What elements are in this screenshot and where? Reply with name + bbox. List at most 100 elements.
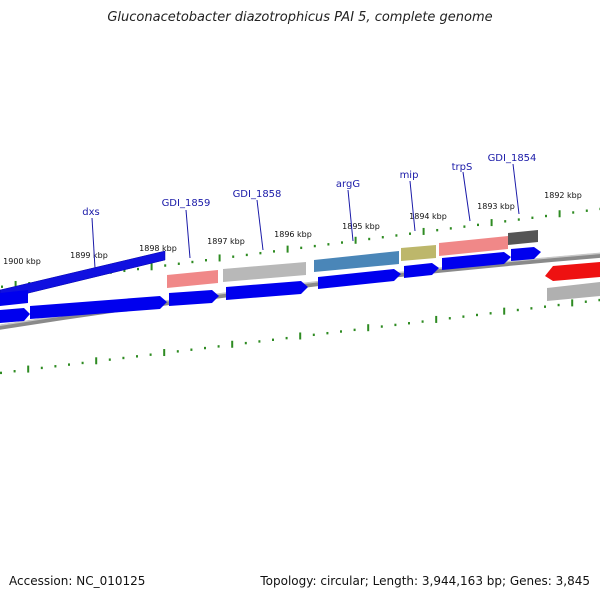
tick-minor bbox=[531, 216, 534, 219]
tick-minor bbox=[191, 260, 194, 264]
cds-arrow-1[interactable] bbox=[0, 308, 30, 323]
inner-tick-ring bbox=[0, 298, 600, 375]
tick-minor bbox=[285, 336, 288, 340]
tick-minor bbox=[557, 303, 560, 307]
tick-minor bbox=[395, 234, 398, 237]
cds-arrow-argg[interactable] bbox=[318, 269, 401, 289]
tick-major bbox=[27, 365, 30, 373]
tick-major bbox=[286, 245, 289, 253]
gene-label-dxs[interactable]: dxs bbox=[82, 207, 99, 218]
feature-trps-gene[interactable] bbox=[439, 236, 508, 256]
feature-argg-gene[interactable] bbox=[314, 251, 399, 272]
cds-arrow-dxs[interactable] bbox=[30, 296, 167, 319]
ruler-label: 1896 kbp bbox=[274, 230, 312, 239]
tick-minor bbox=[245, 253, 248, 257]
tick-minor bbox=[123, 269, 126, 273]
tick-minor bbox=[341, 241, 343, 244]
tick-minor bbox=[409, 232, 411, 235]
cds-arrow-left-edge[interactable] bbox=[0, 290, 28, 306]
feature-gdi1854-gene[interactable] bbox=[508, 230, 538, 245]
cds-arrow-mip[interactable] bbox=[404, 263, 439, 278]
tick-minor bbox=[164, 264, 167, 267]
ruler-label: 1899 kbp bbox=[70, 251, 108, 260]
tick-minor bbox=[54, 365, 57, 368]
tick-major bbox=[95, 357, 98, 365]
tick-major bbox=[231, 340, 234, 348]
tick-minor bbox=[217, 345, 220, 348]
ruler-label: 1898 kbp bbox=[139, 244, 177, 253]
tick-minor bbox=[108, 358, 111, 361]
tick-minor bbox=[489, 312, 492, 315]
feature-gray-right[interactable] bbox=[547, 282, 600, 301]
feature-row-bottom bbox=[0, 247, 541, 323]
ruler-label: 1897 kbp bbox=[207, 237, 245, 246]
tick-minor bbox=[476, 313, 478, 317]
tick-major bbox=[367, 324, 370, 332]
tick-minor bbox=[463, 225, 466, 228]
tick-minor bbox=[353, 328, 356, 332]
ruler-label: 1894 kbp bbox=[409, 212, 447, 221]
tick-minor bbox=[300, 246, 303, 250]
tick-minor bbox=[176, 350, 179, 353]
tick-minor bbox=[232, 255, 235, 258]
feature-gdi1859-gene[interactable] bbox=[167, 270, 218, 288]
accession-label: Accession: NC_010125 bbox=[9, 574, 146, 588]
tick-minor bbox=[81, 361, 84, 365]
tick-minor bbox=[477, 223, 479, 227]
tick-minor bbox=[516, 308, 519, 312]
tick-major bbox=[490, 219, 493, 227]
feature-mip-gene[interactable] bbox=[401, 245, 436, 261]
gene-label-gdi1859[interactable]: GDI_1859 bbox=[162, 198, 211, 209]
tick-minor bbox=[244, 341, 247, 345]
gene-label-gdi1854[interactable]: GDI_1854 bbox=[488, 153, 537, 164]
tick-minor bbox=[177, 262, 180, 265]
cds-arrow-gdi1854[interactable] bbox=[511, 247, 541, 261]
tick-major bbox=[218, 254, 221, 262]
topology-label: Topology: circular; Length: 3,944,163 bp… bbox=[260, 574, 590, 588]
tick-minor bbox=[517, 218, 520, 221]
position-ruler: 1900 kbp 1899 kbp 1898 kbp 1897 kbp 1896 kbp… bbox=[3, 191, 582, 266]
tick-minor bbox=[448, 317, 451, 320]
cds-arrow-gdi1858[interactable] bbox=[226, 281, 308, 300]
map-title: Gluconacetobacter diazotrophicus PAI 5, … bbox=[107, 10, 493, 25]
ruler-label: 1895 kbp bbox=[342, 222, 380, 231]
tick-minor bbox=[312, 333, 315, 337]
tick-minor bbox=[204, 346, 206, 350]
tick-major bbox=[14, 280, 17, 288]
tick-minor bbox=[544, 305, 546, 308]
tick-minor bbox=[421, 320, 424, 323]
tick-minor bbox=[462, 315, 465, 318]
tick-minor bbox=[327, 243, 330, 246]
feature-gdi1858-gene[interactable] bbox=[223, 262, 306, 282]
ruler-label: 1893 kbp bbox=[477, 202, 515, 211]
tick-minor bbox=[13, 370, 16, 373]
gene-label-mip[interactable]: mip bbox=[400, 170, 419, 181]
feature-blue-long[interactable] bbox=[0, 250, 166, 301]
tick-minor bbox=[584, 300, 587, 303]
tick-minor bbox=[259, 251, 262, 255]
tick-minor bbox=[530, 307, 533, 310]
tick-minor bbox=[190, 348, 193, 351]
gene-label-argg[interactable]: argG bbox=[336, 179, 360, 190]
tick-minor bbox=[68, 363, 70, 366]
tick-major bbox=[150, 263, 153, 271]
cds-arrow-gdi1859[interactable] bbox=[169, 290, 219, 306]
gene-label-trps[interactable]: trpS bbox=[452, 162, 473, 173]
tick-minor bbox=[1, 285, 3, 288]
tick-minor bbox=[313, 244, 316, 248]
tick-minor bbox=[381, 236, 384, 239]
cds-arrow-trps[interactable] bbox=[442, 252, 511, 270]
ruler-label: 1900 kbp bbox=[3, 257, 41, 266]
tick-minor bbox=[0, 371, 2, 375]
tick-minor bbox=[394, 323, 397, 327]
tick-minor bbox=[598, 298, 600, 302]
tick-major bbox=[299, 332, 302, 340]
tick-minor bbox=[258, 340, 261, 343]
tick-major bbox=[435, 315, 438, 323]
tick-major bbox=[571, 299, 574, 307]
gene-labels: dxs GDI_1859 GDI_1858 argG mip trpS GDI_… bbox=[82, 153, 537, 269]
gene-label-gdi1858[interactable]: GDI_1858 bbox=[233, 189, 282, 200]
feature-red-reverse[interactable] bbox=[545, 262, 600, 281]
feature-row-top bbox=[0, 230, 538, 301]
